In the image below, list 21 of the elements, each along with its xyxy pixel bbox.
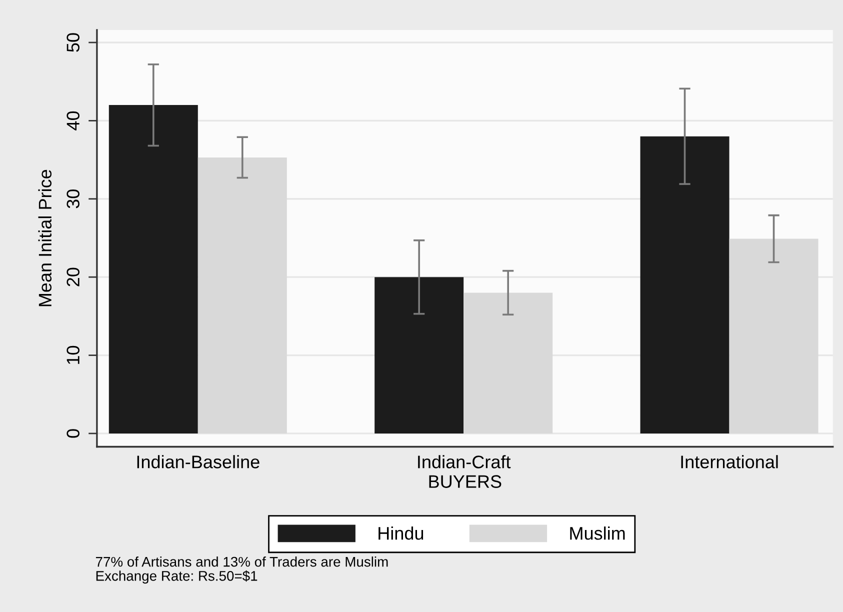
y-axis-title: Mean Initial Price	[38, 170, 52, 306]
bar	[464, 292, 553, 434]
bar	[108, 105, 198, 434]
y-tick-label: 20	[66, 268, 80, 286]
bar	[198, 157, 287, 434]
y-tick-label: 30	[66, 190, 80, 208]
text: 77% of Artisans and 13% of Traders are Muslim	[96, 556, 388, 567]
y-tick-label: 50	[66, 33, 80, 52]
text: Exchange Rate: Rs.50=$1	[96, 570, 258, 584]
y-tick-label: 0	[66, 429, 80, 438]
bar	[374, 277, 464, 434]
y-tick-label: 10	[66, 346, 80, 364]
x-tick-label: Indian-Baseline	[137, 455, 260, 468]
x-axis-title: BUYERS	[429, 475, 502, 488]
bar	[640, 136, 730, 434]
x-tick-label: International	[681, 455, 778, 468]
y-tick-label: 40	[66, 111, 80, 130]
bar	[729, 238, 818, 434]
legend-label: Hindu	[378, 526, 424, 540]
legend-label: Muslim	[570, 526, 625, 540]
x-tick-label: Indian-Craft	[418, 455, 511, 468]
